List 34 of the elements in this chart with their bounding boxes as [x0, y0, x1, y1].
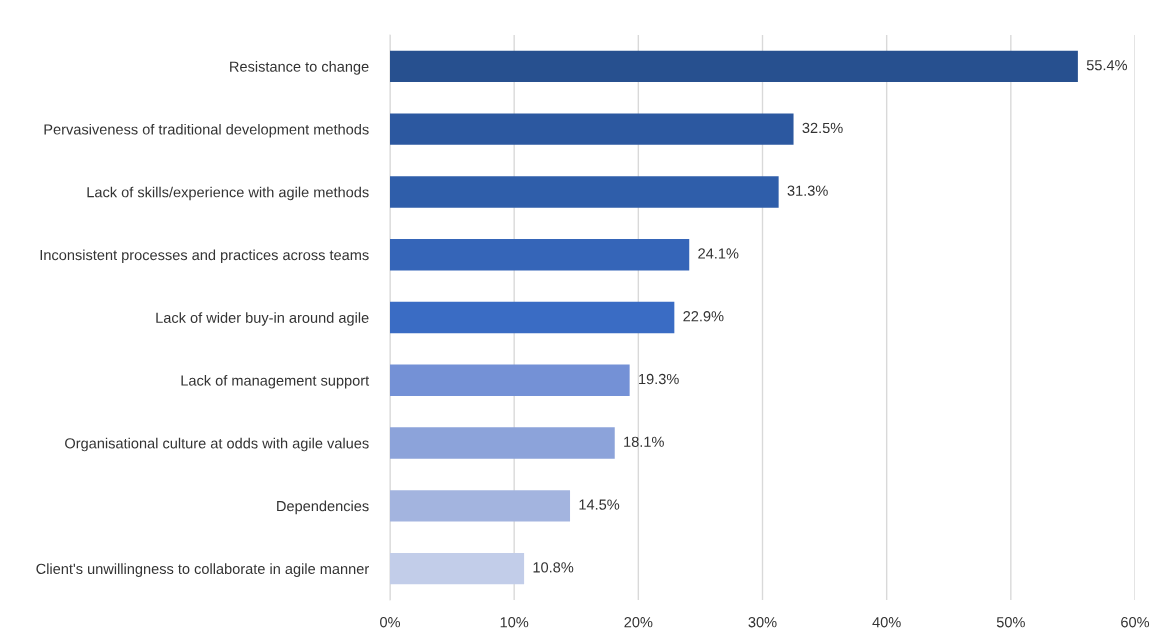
y-tick-label: Lack of management support [181, 374, 370, 389]
bar [390, 364, 630, 396]
x-tick-label: 60% [1121, 617, 1150, 628]
y-tick-label: Client's unwillingness to collaborate in agile manner [36, 563, 369, 577]
data-label: 55.4% [1086, 60, 1128, 71]
bar [390, 50, 1078, 83]
bar [390, 113, 794, 145]
x-tick-label: 20% [624, 617, 653, 628]
y-tick-label: Organisational culture at odds with agile values [65, 437, 369, 452]
bar [390, 552, 525, 585]
bar [390, 176, 779, 208]
y-tick-label: Resistance to change [230, 61, 369, 75]
y-tick-label: Lack of wider buy-in around agile [156, 312, 369, 326]
y-tick-label: Inconsistent processes and practices across teams [40, 249, 369, 264]
data-label: 19.3% [639, 373, 679, 385]
x-tick-label: 30% [748, 617, 777, 628]
bar [390, 490, 571, 522]
x-tick-label: 40% [872, 617, 901, 628]
y-tick-label: Lack of skills/experience with agile methods [87, 186, 369, 201]
x-tick-label: 0% [380, 617, 401, 628]
data-label: 22.9% [683, 311, 724, 322]
data-label: 32.5% [802, 122, 843, 134]
y-tick-label: Dependencies [277, 500, 369, 515]
data-label: 18.1% [624, 436, 664, 447]
y-tick-label: Pervasiveness of traditional development methods [44, 123, 369, 138]
data-label: 31.3% [787, 185, 828, 196]
x-tick-label: 10% [500, 617, 529, 628]
bar [390, 301, 675, 334]
bar [390, 239, 690, 271]
data-label: 10.8% [533, 562, 574, 573]
data-label: 24.1% [698, 248, 739, 259]
bar [390, 427, 615, 459]
x-tick-label: 50% [996, 617, 1025, 628]
data-label: 14.5% [579, 499, 620, 510]
